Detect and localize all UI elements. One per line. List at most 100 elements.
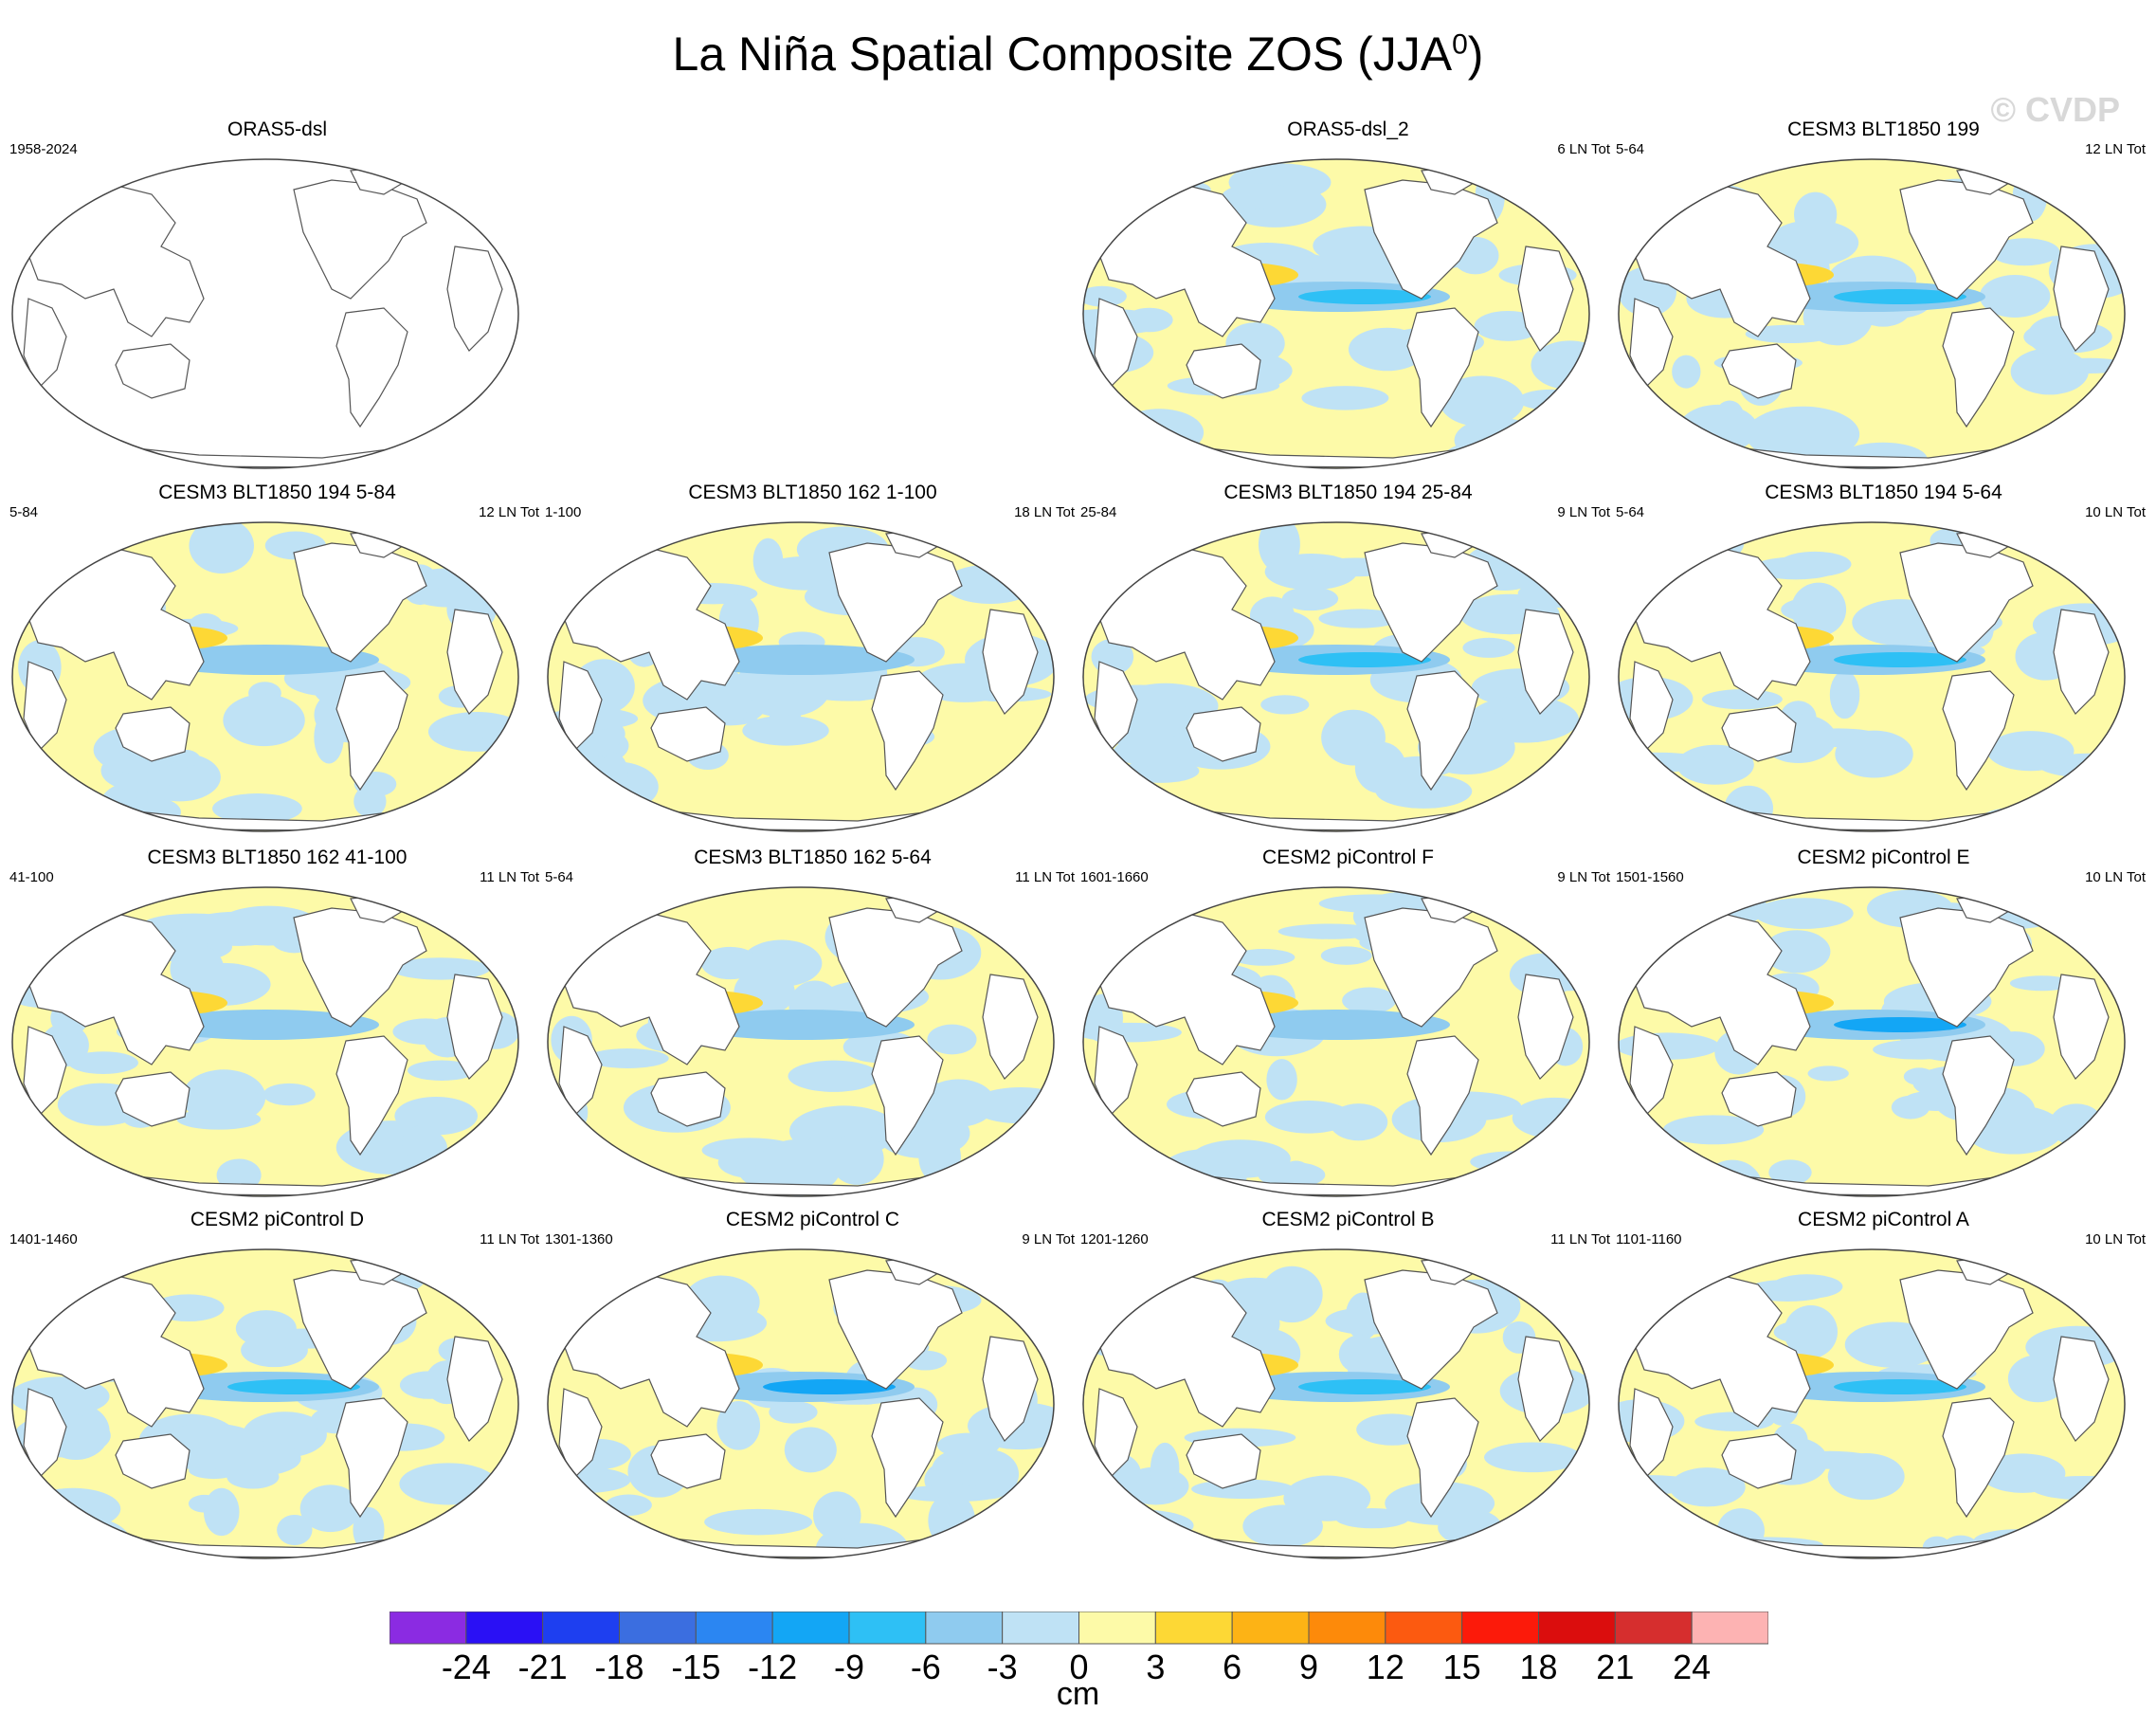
land-outline xyxy=(1093,912,1276,1065)
panel-title: CESM3 BLT1850 194 5-84 xyxy=(158,482,396,503)
negative-anomaly-region xyxy=(277,1514,313,1546)
negative-anomaly-region xyxy=(813,1491,861,1539)
negative-anomaly-region xyxy=(1768,1159,1812,1186)
land-outline xyxy=(446,609,503,715)
map-panel: CESM3 BLT1850 162 5-64 5-64 11 LN Tot xyxy=(545,847,1080,1202)
map-contents xyxy=(1619,1249,2125,1558)
cold-tongue-core xyxy=(1834,652,1966,667)
map-panel: CESM3 BLT1850 199 5-64 12 LN Tot xyxy=(1616,118,2151,474)
colorbar xyxy=(390,1612,1768,1645)
land-outline xyxy=(1093,1274,1276,1428)
negative-anomaly-region xyxy=(1752,556,1839,580)
land-outline xyxy=(1094,1026,1138,1119)
equatorial-cold-tongue xyxy=(152,1010,379,1040)
colorbar-tick-label: 15 xyxy=(1442,1648,1481,1686)
colorbar-tick-label: 18 xyxy=(1519,1648,1558,1686)
colorbar-tick-label: -9 xyxy=(833,1648,865,1686)
land-outline xyxy=(1628,547,1811,701)
colorbar-swatch xyxy=(848,1612,927,1645)
panel-period: 1401-1460 xyxy=(9,1231,78,1247)
negative-anomaly-region xyxy=(1716,1508,1765,1554)
colorbar-swatch xyxy=(1154,1612,1233,1645)
colorbar-swatch xyxy=(925,1612,1004,1645)
map-border xyxy=(1082,158,1590,469)
panel-period: 1958-2024 xyxy=(9,141,78,157)
colorbar-tick-label: -12 xyxy=(748,1648,798,1686)
land-outline xyxy=(446,246,503,352)
negative-anomaly-region xyxy=(394,1097,479,1136)
land-outline xyxy=(64,430,484,468)
world-map xyxy=(1082,886,1590,1197)
cold-tongue-core xyxy=(763,1379,896,1394)
land-outline xyxy=(22,912,205,1065)
negative-anomaly-region xyxy=(1348,327,1426,372)
panel-event-count: 11 LN Tot xyxy=(480,1231,539,1247)
negative-anomaly-region xyxy=(2007,1355,2068,1403)
negative-anomaly-region xyxy=(1807,1065,1849,1082)
negative-anomaly-region xyxy=(353,785,387,818)
negative-anomaly-region xyxy=(392,1018,459,1046)
land-outline xyxy=(1517,246,1574,352)
main-title-close: ) xyxy=(1467,27,1484,81)
negative-anomaly-region xyxy=(1763,930,1831,974)
panel-event-count: 10 LN Tot xyxy=(2085,869,2146,885)
negative-anomaly-region xyxy=(1281,587,1339,611)
negative-anomaly-region xyxy=(1454,417,1542,464)
map-panel: CESM2 piControl A 1101-1160 10 LN Tot xyxy=(1616,1209,2151,1564)
negative-anomaly-region xyxy=(716,1401,761,1450)
map-panel: ORAS5-dsl_2 6 LN Tot xyxy=(1080,118,1616,474)
negative-anomaly-region xyxy=(1125,307,1173,333)
negative-anomaly-region xyxy=(1989,238,2060,266)
map-border xyxy=(547,1248,1055,1559)
world-map xyxy=(547,1248,1055,1559)
map-panel: CESM2 piControl D 1401-1460 11 LN Tot xyxy=(9,1209,545,1564)
cold-tongue-core xyxy=(1834,1017,1966,1032)
land-outline xyxy=(1406,1035,1479,1156)
main-title: La Niña Spatial Composite ZOS (JJA0) xyxy=(0,27,2156,82)
land-outline xyxy=(1094,298,1138,391)
land-outline xyxy=(1942,670,2015,792)
land-outline xyxy=(1093,184,1276,337)
land-outline xyxy=(1186,1433,1261,1489)
land-outline xyxy=(1629,1026,1674,1119)
negative-anomaly-region xyxy=(2062,1503,2110,1526)
panel-title: CESM3 BLT1850 199 xyxy=(1787,118,1980,140)
land-outline xyxy=(1942,307,2015,428)
land-outline xyxy=(335,670,408,792)
colorbar-swatch xyxy=(465,1612,544,1645)
negative-anomaly-region xyxy=(1767,220,1859,266)
map-border xyxy=(1618,158,2126,469)
map-contents xyxy=(548,1249,1054,1558)
negative-anomaly-region xyxy=(263,1083,316,1106)
land-outline xyxy=(1186,343,1261,399)
negative-anomaly-region xyxy=(2050,1531,2105,1558)
land-outline xyxy=(1628,1274,1811,1428)
negative-anomaly-region xyxy=(1746,406,1860,463)
land-outline xyxy=(557,1274,740,1428)
negative-anomaly-region xyxy=(605,1494,652,1516)
negative-anomaly-region xyxy=(1232,949,1295,966)
map-panel: CESM2 piControl C 1301-1360 9 LN Tot xyxy=(545,1209,1080,1564)
land-outline xyxy=(115,343,190,399)
negative-anomaly-region xyxy=(1517,389,1585,410)
negative-anomaly-region xyxy=(1439,375,1525,428)
world-map xyxy=(11,886,519,1197)
panel-title: CESM3 BLT1850 162 1-100 xyxy=(688,482,937,503)
land-outline xyxy=(335,1397,408,1519)
land-outline xyxy=(1517,1336,1574,1442)
map-contents xyxy=(548,887,1054,1196)
colorbar-swatch xyxy=(1078,1612,1156,1645)
negative-anomaly-region xyxy=(754,1138,842,1196)
colorbar-swatch xyxy=(1691,1612,1768,1645)
world-map xyxy=(1618,886,2126,1197)
negative-anomaly-region xyxy=(1301,386,1389,410)
map-border xyxy=(1082,521,1590,832)
map-panel: CESM2 piControl B 1201-1260 11 LN Tot xyxy=(1080,1209,1616,1564)
map-border xyxy=(11,158,519,469)
map-contents xyxy=(1083,1249,1589,1558)
negative-anomaly-region xyxy=(1669,1467,1746,1507)
land-outline xyxy=(335,1035,408,1156)
negative-anomaly-region xyxy=(170,944,225,993)
negative-anomaly-region xyxy=(68,1051,138,1074)
negative-anomaly-region xyxy=(452,887,512,925)
